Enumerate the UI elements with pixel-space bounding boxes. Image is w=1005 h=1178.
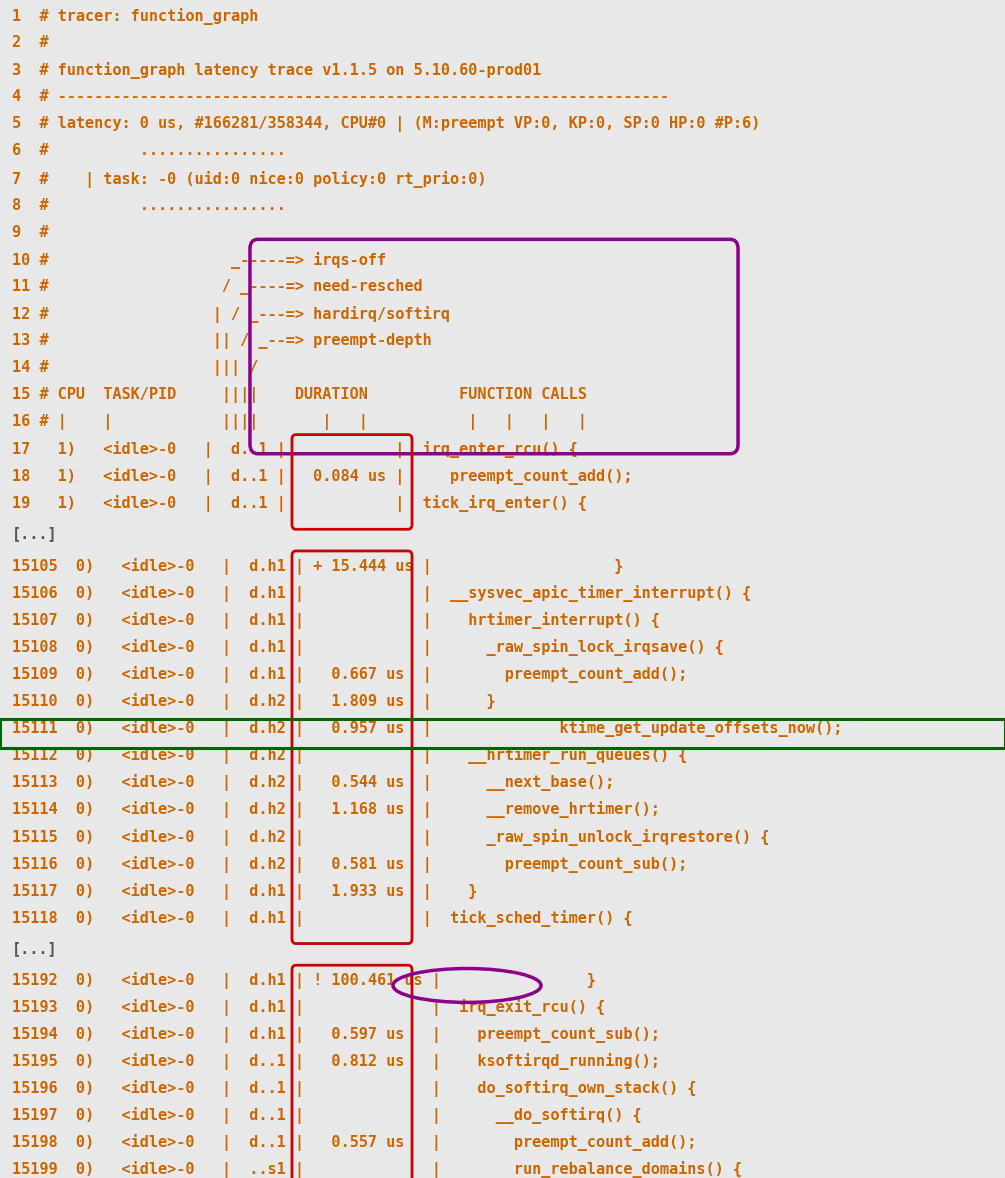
Text: 15107  0)   <idle>-0   |  d.h1 |             |    hrtimer_interrupt() {: 15107 0) <idle>-0 | d.h1 | | hrtimer_int… bbox=[12, 611, 660, 629]
Text: 12 #                  | / _---=> hardirq/softirq: 12 # | / _---=> hardirq/softirq bbox=[12, 306, 450, 323]
Text: 15109  0)   <idle>-0   |  d.h1 |   0.667 us  |        preempt_count_add();: 15109 0) <idle>-0 | d.h1 | 0.667 us | pr… bbox=[12, 666, 687, 683]
Text: 3  # function_graph latency trace v1.1.5 on 5.10.60-prod01: 3 # function_graph latency trace v1.1.5 … bbox=[12, 62, 542, 79]
Text: 6  #          ................: 6 # ................ bbox=[12, 144, 285, 158]
Text: 15 # CPU  TASK/PID     ||||    DURATION          FUNCTION CALLS: 15 # CPU TASK/PID |||| DURATION FUNCTION… bbox=[12, 388, 587, 403]
Text: 15195  0)   <idle>-0   |  d..1 |   0.812 us   |    ksoftirqd_running();: 15195 0) <idle>-0 | d..1 | 0.812 us | ks… bbox=[12, 1053, 660, 1070]
Text: 4  # -------------------------------------------------------------------: 4 # ------------------------------------… bbox=[12, 90, 669, 104]
Text: [...]: [...] bbox=[12, 527, 57, 542]
Text: 7  #    | task: -0 (uid:0 nice:0 policy:0 rt_prio:0): 7 # | task: -0 (uid:0 nice:0 policy:0 rt… bbox=[12, 171, 486, 187]
Text: 15196  0)   <idle>-0   |  d..1 |              |    do_softirq_own_stack() {: 15196 0) <idle>-0 | d..1 | | do_softirq_… bbox=[12, 1080, 696, 1097]
Text: 15110  0)   <idle>-0   |  d.h2 |   1.809 us  |      }: 15110 0) <idle>-0 | d.h2 | 1.809 us | } bbox=[12, 693, 495, 710]
Text: 17   1)   <idle>-0   |  d..1 |            |  irq_enter_rcu() {: 17 1) <idle>-0 | d..1 | | irq_enter_rcu(… bbox=[12, 442, 578, 458]
Text: 15118  0)   <idle>-0   |  d.h1 |             |  tick_sched_timer() {: 15118 0) <idle>-0 | d.h1 | | tick_sched_… bbox=[12, 909, 632, 927]
Text: 15106  0)   <idle>-0   |  d.h1 |             |  __sysvec_apic_timer_interrupt() : 15106 0) <idle>-0 | d.h1 | | __sysvec_ap… bbox=[12, 584, 751, 602]
Text: 15114  0)   <idle>-0   |  d.h2 |   1.168 us  |      __remove_hrtimer();: 15114 0) <idle>-0 | d.h2 | 1.168 us | __… bbox=[12, 801, 660, 819]
Text: 1  # tracer: function_graph: 1 # tracer: function_graph bbox=[12, 8, 258, 25]
Text: 15116  0)   <idle>-0   |  d.h2 |   0.581 us  |        preempt_count_sub();: 15116 0) <idle>-0 | d.h2 | 0.581 us | pr… bbox=[12, 855, 687, 873]
Text: 15194  0)   <idle>-0   |  d.h1 |   0.597 us   |    preempt_count_sub();: 15194 0) <idle>-0 | d.h1 | 0.597 us | pr… bbox=[12, 1026, 660, 1043]
Text: 11 #                   / _----=> need-resched: 11 # / _----=> need-resched bbox=[12, 279, 423, 294]
Text: 5  # latency: 0 us, #166281/358344, CPU#0 | (M:preempt VP:0, KP:0, SP:0 HP:0 #P:: 5 # latency: 0 us, #166281/358344, CPU#0… bbox=[12, 117, 761, 132]
Text: 14 #                  ||| /: 14 # ||| / bbox=[12, 360, 258, 376]
Text: 15117  0)   <idle>-0   |  d.h1 |   1.933 us  |    }: 15117 0) <idle>-0 | d.h1 | 1.933 us | } bbox=[12, 882, 477, 900]
Text: 10 #                    _-----=> irqs-off: 10 # _-----=> irqs-off bbox=[12, 252, 386, 269]
Text: 16 # |    |            ||||       |   |           |   |   |   |: 16 # | | |||| | | | | | | bbox=[12, 415, 587, 430]
Text: 15113  0)   <idle>-0   |  d.h2 |   0.544 us  |      __next_base();: 15113 0) <idle>-0 | d.h2 | 0.544 us | __… bbox=[12, 774, 614, 792]
Text: 15193  0)   <idle>-0   |  d.h1 |              |  irq_exit_rcu() {: 15193 0) <idle>-0 | d.h1 | | irq_exit_rc… bbox=[12, 999, 605, 1015]
Text: 2  #: 2 # bbox=[12, 35, 48, 51]
Text: 15112  0)   <idle>-0   |  d.h2 |             |    __hrtimer_run_queues() {: 15112 0) <idle>-0 | d.h2 | | __hrtimer_r… bbox=[12, 747, 687, 765]
Text: 13 #                  || / _--=> preempt-depth: 13 # || / _--=> preempt-depth bbox=[12, 333, 432, 349]
Text: 15111  0)   <idle>-0   |  d.h2 |   0.957 us  |              ktime_get_update_off: 15111 0) <idle>-0 | d.h2 | 0.957 us | kt… bbox=[12, 720, 842, 737]
Text: 15115  0)   <idle>-0   |  d.h2 |             |      _raw_spin_unlock_irqrestore(: 15115 0) <idle>-0 | d.h2 | | _raw_spin_u… bbox=[12, 828, 770, 846]
Text: 15197  0)   <idle>-0   |  d..1 |              |      __do_softirq() {: 15197 0) <idle>-0 | d..1 | | __do_softir… bbox=[12, 1107, 641, 1124]
Text: 18   1)   <idle>-0   |  d..1 |   0.084 us |     preempt_count_add();: 18 1) <idle>-0 | d..1 | 0.084 us | preem… bbox=[12, 469, 632, 485]
Text: 15105  0)   <idle>-0   |  d.h1 | + 15.444 us |                    }: 15105 0) <idle>-0 | d.h1 | + 15.444 us |… bbox=[12, 557, 623, 575]
Text: 15108  0)   <idle>-0   |  d.h1 |             |      _raw_spin_lock_irqsave() {: 15108 0) <idle>-0 | d.h1 | | _raw_spin_l… bbox=[12, 638, 724, 656]
Text: 15199  0)   <idle>-0   |  ..s1 |              |        run_rebalance_domains() {: 15199 0) <idle>-0 | ..s1 | | run_rebalan… bbox=[12, 1162, 742, 1178]
Text: [...]: [...] bbox=[12, 941, 57, 955]
Text: 19   1)   <idle>-0   |  d..1 |            |  tick_irq_enter() {: 19 1) <idle>-0 | d..1 | | tick_irq_enter… bbox=[12, 496, 587, 512]
Text: 9  #: 9 # bbox=[12, 225, 48, 239]
Text: 15192  0)   <idle>-0   |  d.h1 | ! 100.461 us |                }: 15192 0) <idle>-0 | d.h1 | ! 100.461 us … bbox=[12, 972, 596, 988]
Text: 8  #          ................: 8 # ................ bbox=[12, 198, 285, 212]
Text: 15198  0)   <idle>-0   |  d..1 |   0.557 us   |        preempt_count_add();: 15198 0) <idle>-0 | d..1 | 0.557 us | pr… bbox=[12, 1134, 696, 1151]
